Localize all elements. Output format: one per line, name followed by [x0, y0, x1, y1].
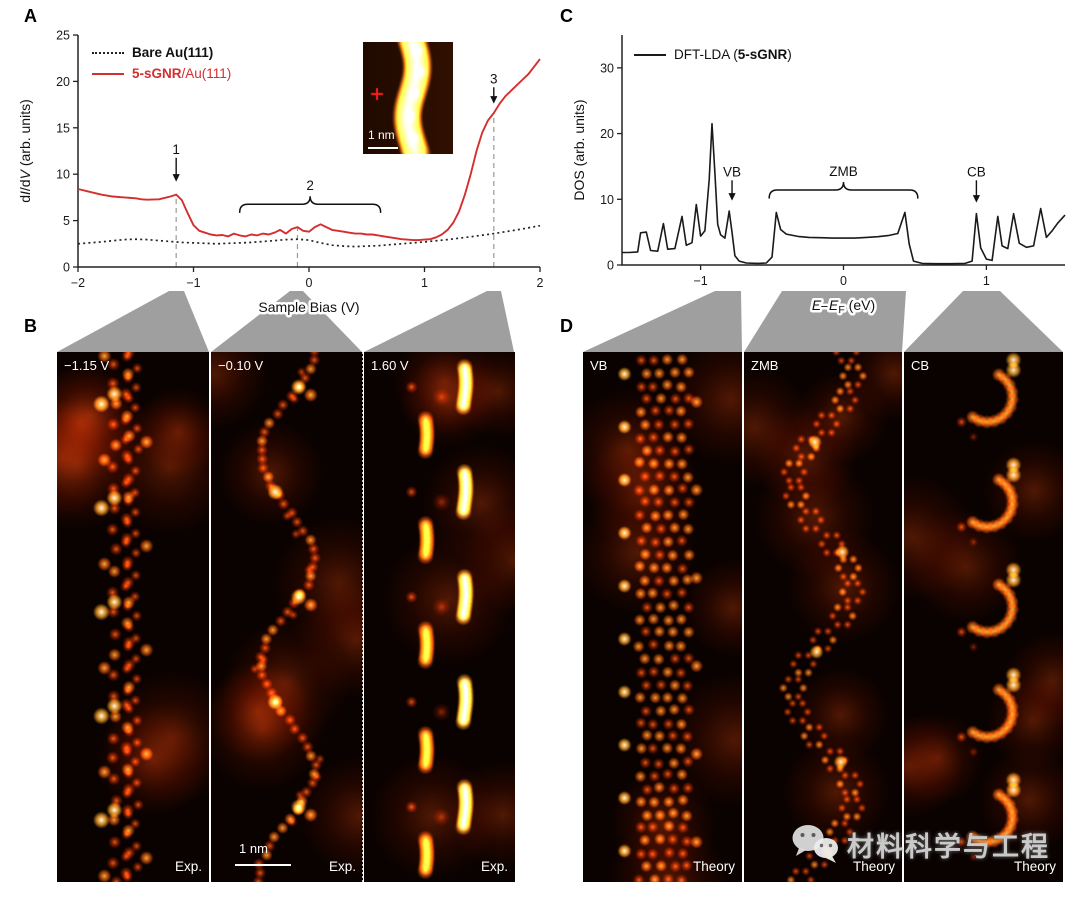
connector-wedge — [583, 291, 742, 352]
exp-tag: Exp. — [328, 859, 356, 874]
svg-text:10: 10 — [56, 168, 70, 182]
dotted-line-swatch — [92, 51, 124, 54]
stm-topograph-inset: 1 nm — [363, 42, 453, 154]
exp-tag: Exp. — [480, 859, 508, 874]
theory-tag: Theory — [852, 859, 895, 874]
connector-wedge — [57, 291, 209, 352]
stm-map-exp-1: −1.15 V Exp. — [57, 352, 209, 882]
svg-text:−2: −2 — [71, 276, 85, 290]
stm-map-exp-2-image — [211, 352, 363, 882]
connector-wedge — [904, 291, 1063, 352]
theory-tag: Theory — [1013, 859, 1056, 874]
stm-topograph-image — [363, 42, 453, 154]
band-label: ZMB — [751, 358, 779, 373]
legend-entry-sgnr: 5-sGNR/Au(111) — [92, 63, 231, 84]
svg-text:−1: −1 — [693, 274, 707, 288]
legend-entry-dft: DFT-LDA (5-sGNR) — [634, 44, 792, 65]
panel-divider — [209, 352, 211, 882]
theory-map-zmb-image — [744, 352, 902, 882]
scalebar-label: 1 nm — [239, 841, 268, 856]
svg-text:ZMB: ZMB — [829, 164, 858, 179]
bias-label: −1.15 V — [64, 358, 110, 373]
svg-text:20: 20 — [600, 127, 614, 141]
band-label: VB — [590, 358, 608, 373]
black-line-swatch — [634, 53, 666, 56]
svg-text:1: 1 — [983, 274, 990, 288]
watermark-text: 材料科学与工程 — [847, 831, 1050, 862]
svg-text:0: 0 — [306, 276, 313, 290]
inset-scalebar — [368, 147, 398, 149]
svg-text:0: 0 — [607, 259, 614, 273]
panel-divider — [902, 352, 904, 882]
panel-divider — [362, 352, 364, 882]
svg-text:2: 2 — [306, 178, 314, 193]
svg-text:1: 1 — [172, 142, 180, 157]
scalebar — [235, 863, 291, 866]
theory-map-cb: CB Theory — [904, 352, 1063, 882]
panel-a-label: A — [24, 6, 37, 26]
wechat-icon — [792, 825, 838, 863]
theory-map-vb: VB Theory — [583, 352, 742, 882]
svg-text:CB: CB — [967, 164, 986, 179]
theory-map-cb-image — [904, 352, 1063, 882]
connector-wedge — [364, 291, 514, 352]
svg-text:5: 5 — [63, 214, 70, 228]
bias-label: −0.10 V — [218, 358, 264, 373]
stm-map-exp-2: −0.10 V 1 nm Exp. — [211, 352, 363, 882]
inset-scalebar-label: 1 nm — [368, 128, 395, 142]
panel-d-label: D — [560, 316, 573, 336]
band-label: CB — [911, 358, 930, 373]
bias-label: 1.60 V — [371, 358, 409, 373]
svg-text:20: 20 — [56, 75, 70, 89]
red-line-swatch — [92, 72, 124, 75]
stm-map-exp-3-image — [364, 352, 515, 882]
didv-legend: Bare Au(111) 5-sGNR/Au(111) — [92, 42, 231, 84]
svg-text:1: 1 — [421, 276, 428, 290]
svg-text:3: 3 — [490, 71, 498, 86]
legend-entry-bare-au: Bare Au(111) — [92, 42, 231, 63]
stm-map-exp-3: 1.60 V Exp. — [364, 352, 515, 882]
panel-divider — [742, 352, 744, 882]
connector-wedge — [211, 291, 362, 352]
svg-text:dI/dV (arb. units): dI/dV (arb. units) — [17, 99, 33, 203]
theory-map-vb-image — [583, 352, 742, 882]
theory-map-zmb: ZMB Theory — [744, 352, 902, 882]
svg-text:E–EF (eV): E–EF (eV) — [812, 297, 875, 316]
svg-text:30: 30 — [600, 61, 614, 75]
connector-wedge — [744, 291, 906, 352]
svg-text:VB: VB — [723, 164, 741, 179]
svg-text:0: 0 — [63, 261, 70, 275]
svg-text:10: 10 — [600, 193, 614, 207]
svg-text:DOS (arb. units): DOS (arb. units) — [571, 99, 587, 200]
dos-legend: DFT-LDA (5-sGNR) — [634, 44, 792, 65]
svg-text:2: 2 — [537, 276, 544, 290]
watermark: 材料科学与工程 — [790, 822, 1050, 866]
stm-map-exp-1-image — [57, 352, 209, 882]
svg-text:25: 25 — [56, 29, 70, 43]
svg-text:0: 0 — [840, 274, 847, 288]
panel-b-label: B — [24, 316, 37, 336]
svg-text:Sample Bias (V): Sample Bias (V) — [258, 299, 359, 315]
svg-text:15: 15 — [56, 121, 70, 135]
legend-label: 5-sGNR — [132, 66, 182, 81]
legend-label: Bare Au(111) — [132, 45, 214, 60]
exp-tag: Exp. — [174, 859, 202, 874]
panel-c-label: C — [560, 6, 573, 26]
theory-tag: Theory — [692, 859, 735, 874]
svg-text:−1: −1 — [186, 276, 200, 290]
